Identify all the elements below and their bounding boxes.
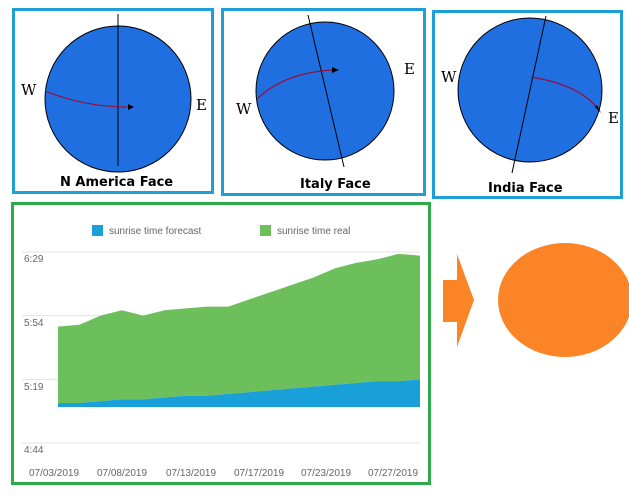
sun-path-italy [256,69,333,100]
legend-forecast: sunrise time forecast [92,225,201,237]
x-tick-label: 07/17/2019 [233,468,285,479]
axis-line-india [511,15,547,174]
globe-italy [255,21,395,161]
y-tick-label: 5:19 [24,382,44,393]
axis-line-italy [307,14,345,168]
face-label-north-america: N America Face [60,175,174,190]
x-tick-label: 07/27/2019 [367,468,419,479]
x-tick-label: 07/13/2019 [165,468,217,479]
path-arrowhead-italy [332,67,339,73]
globe-panel-italy: W E Italy Face [221,8,426,196]
east-label-north-america: E [196,96,207,114]
east-label-italy: E [404,60,415,78]
sun-path-india [530,76,599,110]
legend-forecast-swatch [92,225,103,236]
legend-real-swatch [260,225,271,236]
west-label-north-america: W [21,81,37,99]
legend-real: sunrise time real [260,225,350,237]
sun-path-north-america [44,90,128,108]
sun-icon [498,243,629,357]
face-label-italy: Italy Face [300,177,371,192]
globe-india-diagram [457,15,603,174]
globe-panel-india: W E India Face [432,10,623,199]
sunrise-area-chart [22,251,420,444]
y-tick-label: 6:29 [24,254,44,265]
west-label-india: W [441,68,457,86]
x-tick-label: 07/08/2019 [96,468,148,479]
face-label-india: India Face [488,181,563,196]
x-tick-label: 07/03/2019 [28,468,80,479]
globe-panel-north-america: W E N America Face [12,8,214,194]
sunrise-chart-panel: sunrise time forecast sunrise time real … [11,202,431,485]
east-label-india: E [608,109,619,127]
globe-italy-diagram [255,14,395,168]
y-tick-label: 5:54 [24,318,44,329]
legend-real-label: sunrise time real [277,226,351,237]
path-arrowhead-india [595,105,601,113]
legend-forecast-label: sunrise time forecast [109,226,202,237]
globe-north-america-diagram [44,14,192,173]
right-arrow-icon [443,254,474,347]
x-tick-label: 07/23/2019 [300,468,352,479]
path-arrowhead-north-america [128,104,134,110]
series-area-forecast [58,379,420,407]
series-area-real [58,253,420,403]
west-label-italy: W [236,100,252,118]
y-tick-label: 4:44 [24,445,44,456]
